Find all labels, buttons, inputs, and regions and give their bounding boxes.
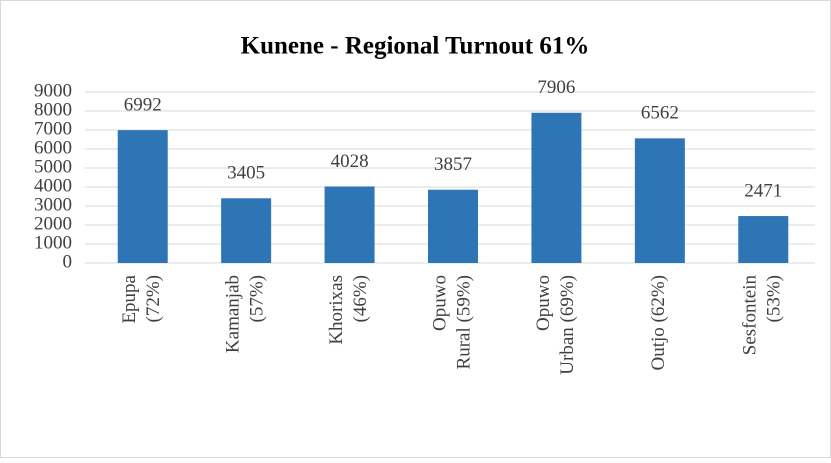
- x-tick-label: Epupa: [119, 274, 140, 323]
- x-tick-label: Opuwo: [429, 275, 450, 331]
- y-tick-label: 9000: [34, 80, 72, 101]
- y-tick-label: 7000: [34, 118, 72, 139]
- bar: [428, 189, 478, 263]
- data-label: 6992: [124, 95, 162, 116]
- y-tick-label: 0: [63, 251, 73, 272]
- x-tick-label: (53%): [764, 275, 785, 322]
- bar: [117, 130, 168, 263]
- x-tick-label: Sesfontein: [740, 275, 761, 356]
- x-tick-label: (72%): [143, 275, 164, 322]
- bar: [221, 198, 272, 263]
- y-tick-label: 3000: [34, 194, 72, 215]
- x-tick-label: Rural (59%): [453, 275, 474, 369]
- x-tick-label: Outjo (62%): [648, 275, 669, 371]
- data-label: 3405: [227, 163, 265, 184]
- bar: [738, 216, 789, 263]
- y-tick-label: 5000: [34, 156, 72, 177]
- y-tick-label: 4000: [34, 175, 72, 196]
- data-label: 4028: [331, 151, 369, 172]
- data-label: 3857: [434, 154, 472, 175]
- x-tick-label: (57%): [247, 275, 268, 322]
- x-tick-label: Opuwo: [533, 275, 554, 331]
- y-tick-label: 8000: [34, 99, 72, 120]
- x-tick-label: (46%): [350, 275, 371, 322]
- data-label: 2471: [744, 180, 782, 201]
- x-tick-label: Kamanjab: [223, 275, 244, 353]
- bar: [324, 186, 375, 263]
- y-tick-label: 1000: [34, 232, 72, 253]
- bar: [634, 138, 685, 263]
- chart-title: Kunene - Regional Turnout 61%: [241, 33, 590, 60]
- x-tick-label: Khorixas: [326, 275, 347, 345]
- data-label: 7906: [537, 77, 575, 98]
- y-tick-label: 6000: [34, 137, 72, 158]
- data-label: 6562: [641, 103, 679, 124]
- x-tick-label: Urban (69%): [557, 275, 578, 375]
- bar: [531, 112, 582, 263]
- y-tick-label: 2000: [34, 213, 72, 234]
